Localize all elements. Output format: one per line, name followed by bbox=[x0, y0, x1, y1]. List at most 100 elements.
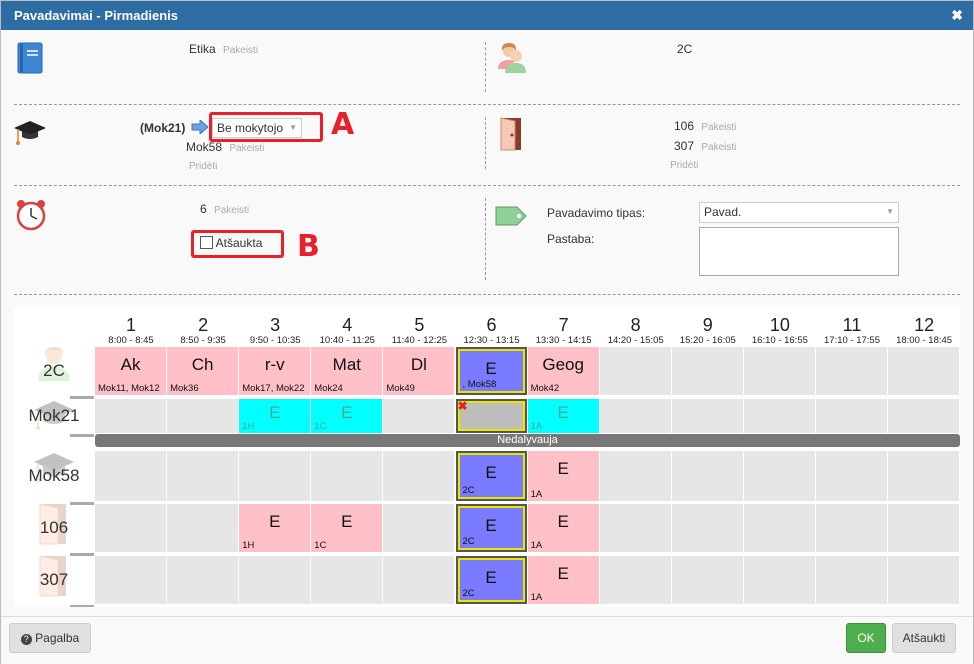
timetable-cell[interactable] bbox=[383, 399, 456, 433]
lesson-subject: E bbox=[485, 463, 497, 482]
timetable-cell[interactable] bbox=[816, 451, 889, 501]
timetable-cell[interactable] bbox=[888, 504, 960, 552]
lesson-block[interactable]: E 1A bbox=[527, 451, 599, 501]
teacher-add-link[interactable]: Pridėti bbox=[189, 161, 218, 172]
lesson-block[interactable]: ✖ bbox=[457, 399, 525, 431]
close-icon[interactable]: ✖ bbox=[951, 7, 963, 23]
room-add-link[interactable]: Pridėti bbox=[670, 160, 699, 171]
timetable-cell[interactable] bbox=[816, 504, 889, 552]
period-number: 3 bbox=[270, 315, 281, 335]
lesson-block[interactable]: E 2C bbox=[457, 506, 525, 550]
timetable-cell[interactable] bbox=[167, 556, 240, 604]
lesson-detail: 1H bbox=[242, 540, 255, 551]
timetable-cell[interactable] bbox=[599, 451, 672, 501]
timetable-cell[interactable] bbox=[95, 451, 168, 501]
timetable-cell[interactable] bbox=[383, 451, 456, 501]
timetable-cell[interactable] bbox=[743, 504, 816, 552]
second-teacher: Mok58 Pakeisti bbox=[186, 140, 264, 154]
period-value: 6 bbox=[200, 202, 207, 216]
row-label: 2C bbox=[43, 361, 65, 380]
lesson-block[interactable]: Ak Mok11, Mok12 bbox=[95, 347, 167, 395]
timetable-cell[interactable] bbox=[599, 556, 672, 604]
teacher-select[interactable]: Be mokytojo ▼ bbox=[212, 118, 302, 138]
lesson-block[interactable]: E 1A bbox=[527, 399, 599, 433]
timetable-cell[interactable] bbox=[743, 556, 816, 604]
lesson-subject: E bbox=[341, 403, 353, 422]
timetable-cell[interactable] bbox=[239, 556, 312, 604]
timetable-cell[interactable] bbox=[95, 504, 168, 552]
lesson-block[interactable]: E 1H bbox=[239, 504, 311, 552]
row-separator bbox=[70, 434, 94, 437]
period-change-link[interactable]: Pakeisti bbox=[214, 205, 250, 216]
lesson-detail: Mok24 bbox=[314, 383, 343, 394]
timetable-cell[interactable] bbox=[599, 347, 672, 395]
remove-icon[interactable]: ✖ bbox=[457, 399, 468, 413]
timetable-cell[interactable] bbox=[671, 399, 744, 433]
timetable-cell[interactable] bbox=[95, 399, 168, 433]
timetable-cell[interactable] bbox=[743, 451, 816, 501]
lesson-detail: Mok11, Mok12 bbox=[98, 383, 160, 394]
timetable-cell[interactable] bbox=[743, 399, 816, 433]
room-change-link[interactable]: Pakeisti bbox=[701, 142, 737, 153]
lesson-detail: 1A bbox=[530, 540, 543, 551]
timetable-cell[interactable] bbox=[888, 556, 960, 604]
timetable-cell[interactable] bbox=[671, 504, 744, 552]
type-select[interactable]: Pavad. ▼ bbox=[699, 202, 899, 223]
timetable-cell[interactable] bbox=[383, 556, 456, 604]
lesson-block[interactable]: r-v Mok17, Mok22 bbox=[239, 347, 311, 395]
lesson-block[interactable]: E 1A bbox=[527, 556, 599, 604]
lesson-block[interactable]: E, Mok58 bbox=[457, 349, 525, 393]
note-textarea[interactable] bbox=[699, 227, 899, 276]
timetable-cell[interactable] bbox=[743, 347, 816, 395]
cancel-button[interactable]: Atšaukti bbox=[892, 623, 956, 653]
lesson-block[interactable]: Dl Mok49 bbox=[383, 347, 455, 395]
lesson-block[interactable]: E 2C bbox=[457, 558, 525, 602]
timetable-cell[interactable] bbox=[239, 451, 312, 501]
room-label: 106 bbox=[674, 119, 695, 133]
lesson-block[interactable]: Ch Mok36 bbox=[167, 347, 239, 395]
type-label: Pavadavimo tipas: bbox=[547, 206, 646, 220]
timetable-cell[interactable] bbox=[888, 451, 960, 501]
timetable-cell[interactable] bbox=[888, 347, 960, 395]
row-separator bbox=[70, 396, 94, 399]
ok-button[interactable]: OK bbox=[846, 623, 886, 653]
timetable-cell[interactable] bbox=[671, 451, 744, 501]
timetable-cell[interactable] bbox=[167, 399, 240, 433]
lesson-block[interactable]: E 2C bbox=[457, 453, 525, 499]
timetable-cell[interactable] bbox=[599, 399, 672, 433]
timetable-cell[interactable] bbox=[888, 399, 960, 433]
timetable-cell[interactable] bbox=[816, 556, 889, 604]
lesson-block[interactable]: E 1A bbox=[527, 504, 599, 552]
period-number: 1 bbox=[125, 315, 136, 335]
subject-change-link[interactable]: Pakeisti bbox=[223, 45, 259, 56]
timetable-cell[interactable] bbox=[671, 556, 744, 604]
lesson-block[interactable]: E 1C bbox=[311, 504, 383, 552]
period-number: 9 bbox=[702, 315, 713, 335]
timetable-cell[interactable] bbox=[671, 347, 744, 395]
room-item: 106 Pakeisti bbox=[674, 119, 736, 133]
period-header: 3 9:50 - 10:35 bbox=[239, 315, 311, 347]
help-button[interactable]: ? Pagalba bbox=[9, 623, 91, 653]
room-change-link[interactable]: Pakeisti bbox=[701, 122, 737, 133]
timetable-cell[interactable] bbox=[311, 556, 384, 604]
timetable-cell[interactable] bbox=[816, 347, 889, 395]
lesson-block[interactable]: E 1H bbox=[239, 399, 311, 433]
lesson-detail: 2C bbox=[462, 485, 475, 496]
cancelled-label: Atšaukta bbox=[215, 236, 263, 250]
timetable-cell[interactable] bbox=[95, 556, 168, 604]
timetable-cell[interactable] bbox=[311, 451, 384, 501]
timetable-cell[interactable] bbox=[383, 504, 456, 552]
lesson-detail: 2C bbox=[462, 588, 475, 599]
lesson-block[interactable]: E 1C bbox=[311, 399, 383, 433]
lesson-block[interactable]: Mat Mok24 bbox=[311, 347, 383, 395]
timetable-cell[interactable] bbox=[167, 451, 240, 501]
teacher-change-link[interactable]: Pakeisti bbox=[229, 143, 265, 154]
lesson-block[interactable]: Geog Mok42 bbox=[527, 347, 599, 395]
period-header: 6 12:30 - 13:15 bbox=[456, 315, 528, 347]
timetable-cell[interactable] bbox=[167, 504, 240, 552]
period-number: 7 bbox=[558, 315, 569, 335]
period-header: 2 8:50 - 9:35 bbox=[167, 315, 239, 347]
cancelled-checkbox[interactable] bbox=[200, 236, 213, 249]
timetable-cell[interactable] bbox=[599, 504, 672, 552]
timetable-cell[interactable] bbox=[816, 399, 889, 433]
